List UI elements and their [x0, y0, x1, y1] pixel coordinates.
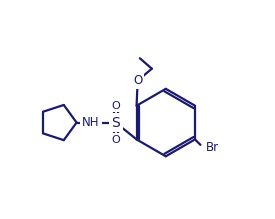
Text: O: O: [133, 74, 142, 87]
Text: Br: Br: [206, 141, 219, 154]
Text: NH: NH: [82, 116, 100, 129]
Text: S: S: [111, 116, 120, 130]
Text: O: O: [111, 134, 120, 145]
Text: O: O: [111, 101, 120, 111]
